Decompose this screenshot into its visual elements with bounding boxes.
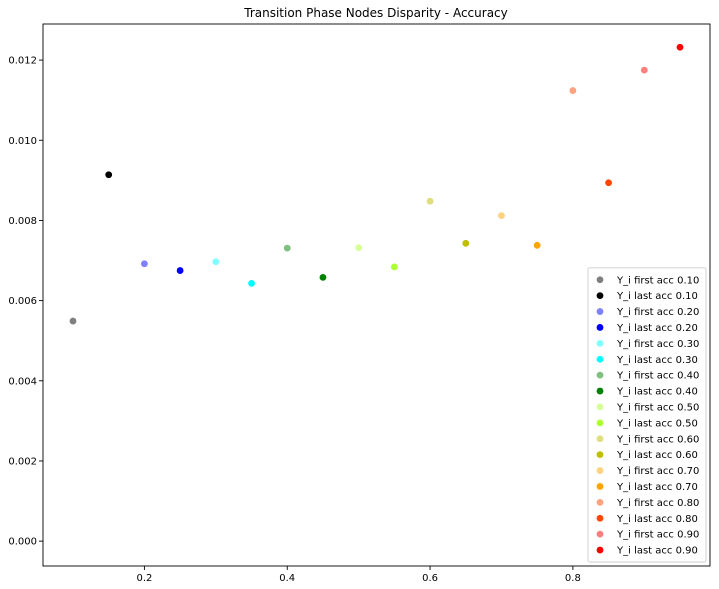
data-point: [676, 43, 684, 51]
y-tick-label: 0.010: [8, 136, 37, 147]
data-point: [640, 66, 648, 74]
data-point: [141, 260, 148, 268]
legend-marker: [596, 498, 604, 506]
legend-entry: Y_i first acc 0.90: [616, 530, 699, 541]
legend-entry: Y_i last acc 0.10: [616, 291, 698, 302]
y-tick-label: 0.004: [8, 376, 37, 387]
data-point: [283, 244, 291, 252]
x-tick-label: 0.6: [422, 573, 438, 584]
legend-marker: [596, 435, 604, 443]
data-point: [69, 317, 77, 325]
legend-marker: [596, 276, 604, 284]
legend-marker: [596, 546, 604, 554]
data-point: [462, 239, 470, 247]
y-tick-label: 0.008: [8, 216, 37, 227]
y-tick-label: 0.012: [8, 56, 37, 67]
data-point: [212, 258, 220, 266]
x-tick-label: 0.8: [565, 573, 581, 584]
y-tick-label: 0.006: [8, 296, 37, 307]
legend-marker: [596, 371, 604, 379]
data-point: [498, 212, 505, 220]
legend-marker: [596, 483, 604, 490]
data-point: [319, 273, 327, 281]
chart-title: Transition Phase Nodes Disparity - Accur…: [243, 6, 508, 20]
legend-marker: [596, 419, 604, 427]
data-point: [605, 179, 612, 187]
legend-entry: Y_i first acc 0.50: [616, 402, 699, 413]
legend-marker: [596, 339, 604, 347]
data-point: [569, 87, 577, 94]
data-point: [248, 279, 255, 287]
axes: 0.2 0.4 0.6 0.8 0.000 0.002 0.004 0.006 0.008 0.0…: [8, 23, 711, 584]
legend-marker: [596, 292, 604, 300]
legend-marker: [596, 387, 604, 395]
legend-entry: Y_i last acc 0.90: [616, 546, 698, 557]
legend-entry: Y_i last acc 0.40: [616, 387, 698, 398]
legend-marker: [596, 530, 604, 538]
legend-marker: [596, 451, 604, 459]
legend-marker: [596, 324, 604, 331]
legend-entry: Y_i last acc 0.70: [616, 482, 698, 493]
data-point: [105, 171, 113, 179]
legend-entry: Y_i first acc 0.60: [616, 434, 699, 445]
y-tick-label: 0.000: [8, 537, 37, 548]
legend: Y_i first acc 0.10 Y_i last acc 0.10 Y_i f…: [587, 267, 707, 563]
legend-entry: Y_i last acc 0.50: [616, 418, 698, 429]
legend-marker: [596, 403, 604, 411]
legend-entry: Y_i last acc 0.80: [616, 514, 698, 525]
plot-area: [69, 43, 684, 325]
data-point: [176, 267, 184, 274]
legend-entry: Y_i first acc 0.70: [616, 466, 699, 477]
data-point: [390, 263, 398, 271]
x-tick-label: 0.4: [279, 573, 295, 584]
legend-entry: Y_i last acc 0.60: [616, 450, 698, 461]
legend-marker: [596, 355, 604, 363]
data-point: [355, 244, 363, 252]
legend-entry: Y_i first acc 0.30: [616, 339, 699, 350]
legend-marker: [596, 308, 604, 315]
plot-frame: [42, 23, 711, 567]
data-point: [533, 241, 541, 249]
legend-entry: Y_i first acc 0.10: [616, 275, 699, 286]
x-tick-label: 0.2: [136, 573, 152, 584]
y-tick-label: 0.002: [8, 456, 37, 467]
legend-marker: [596, 514, 604, 522]
data-point: [426, 197, 434, 205]
legend-box: [587, 267, 707, 563]
legend-entry: Y_i last acc 0.20: [616, 323, 698, 334]
legend-entry: Y_i first acc 0.80: [616, 498, 699, 509]
legend-entry: Y_i first acc 0.40: [616, 371, 699, 382]
legend-entry: Y_i last acc 0.30: [616, 355, 698, 366]
legend-entry: Y_i first acc 0.20: [616, 307, 699, 318]
legend-marker: [596, 467, 604, 474]
